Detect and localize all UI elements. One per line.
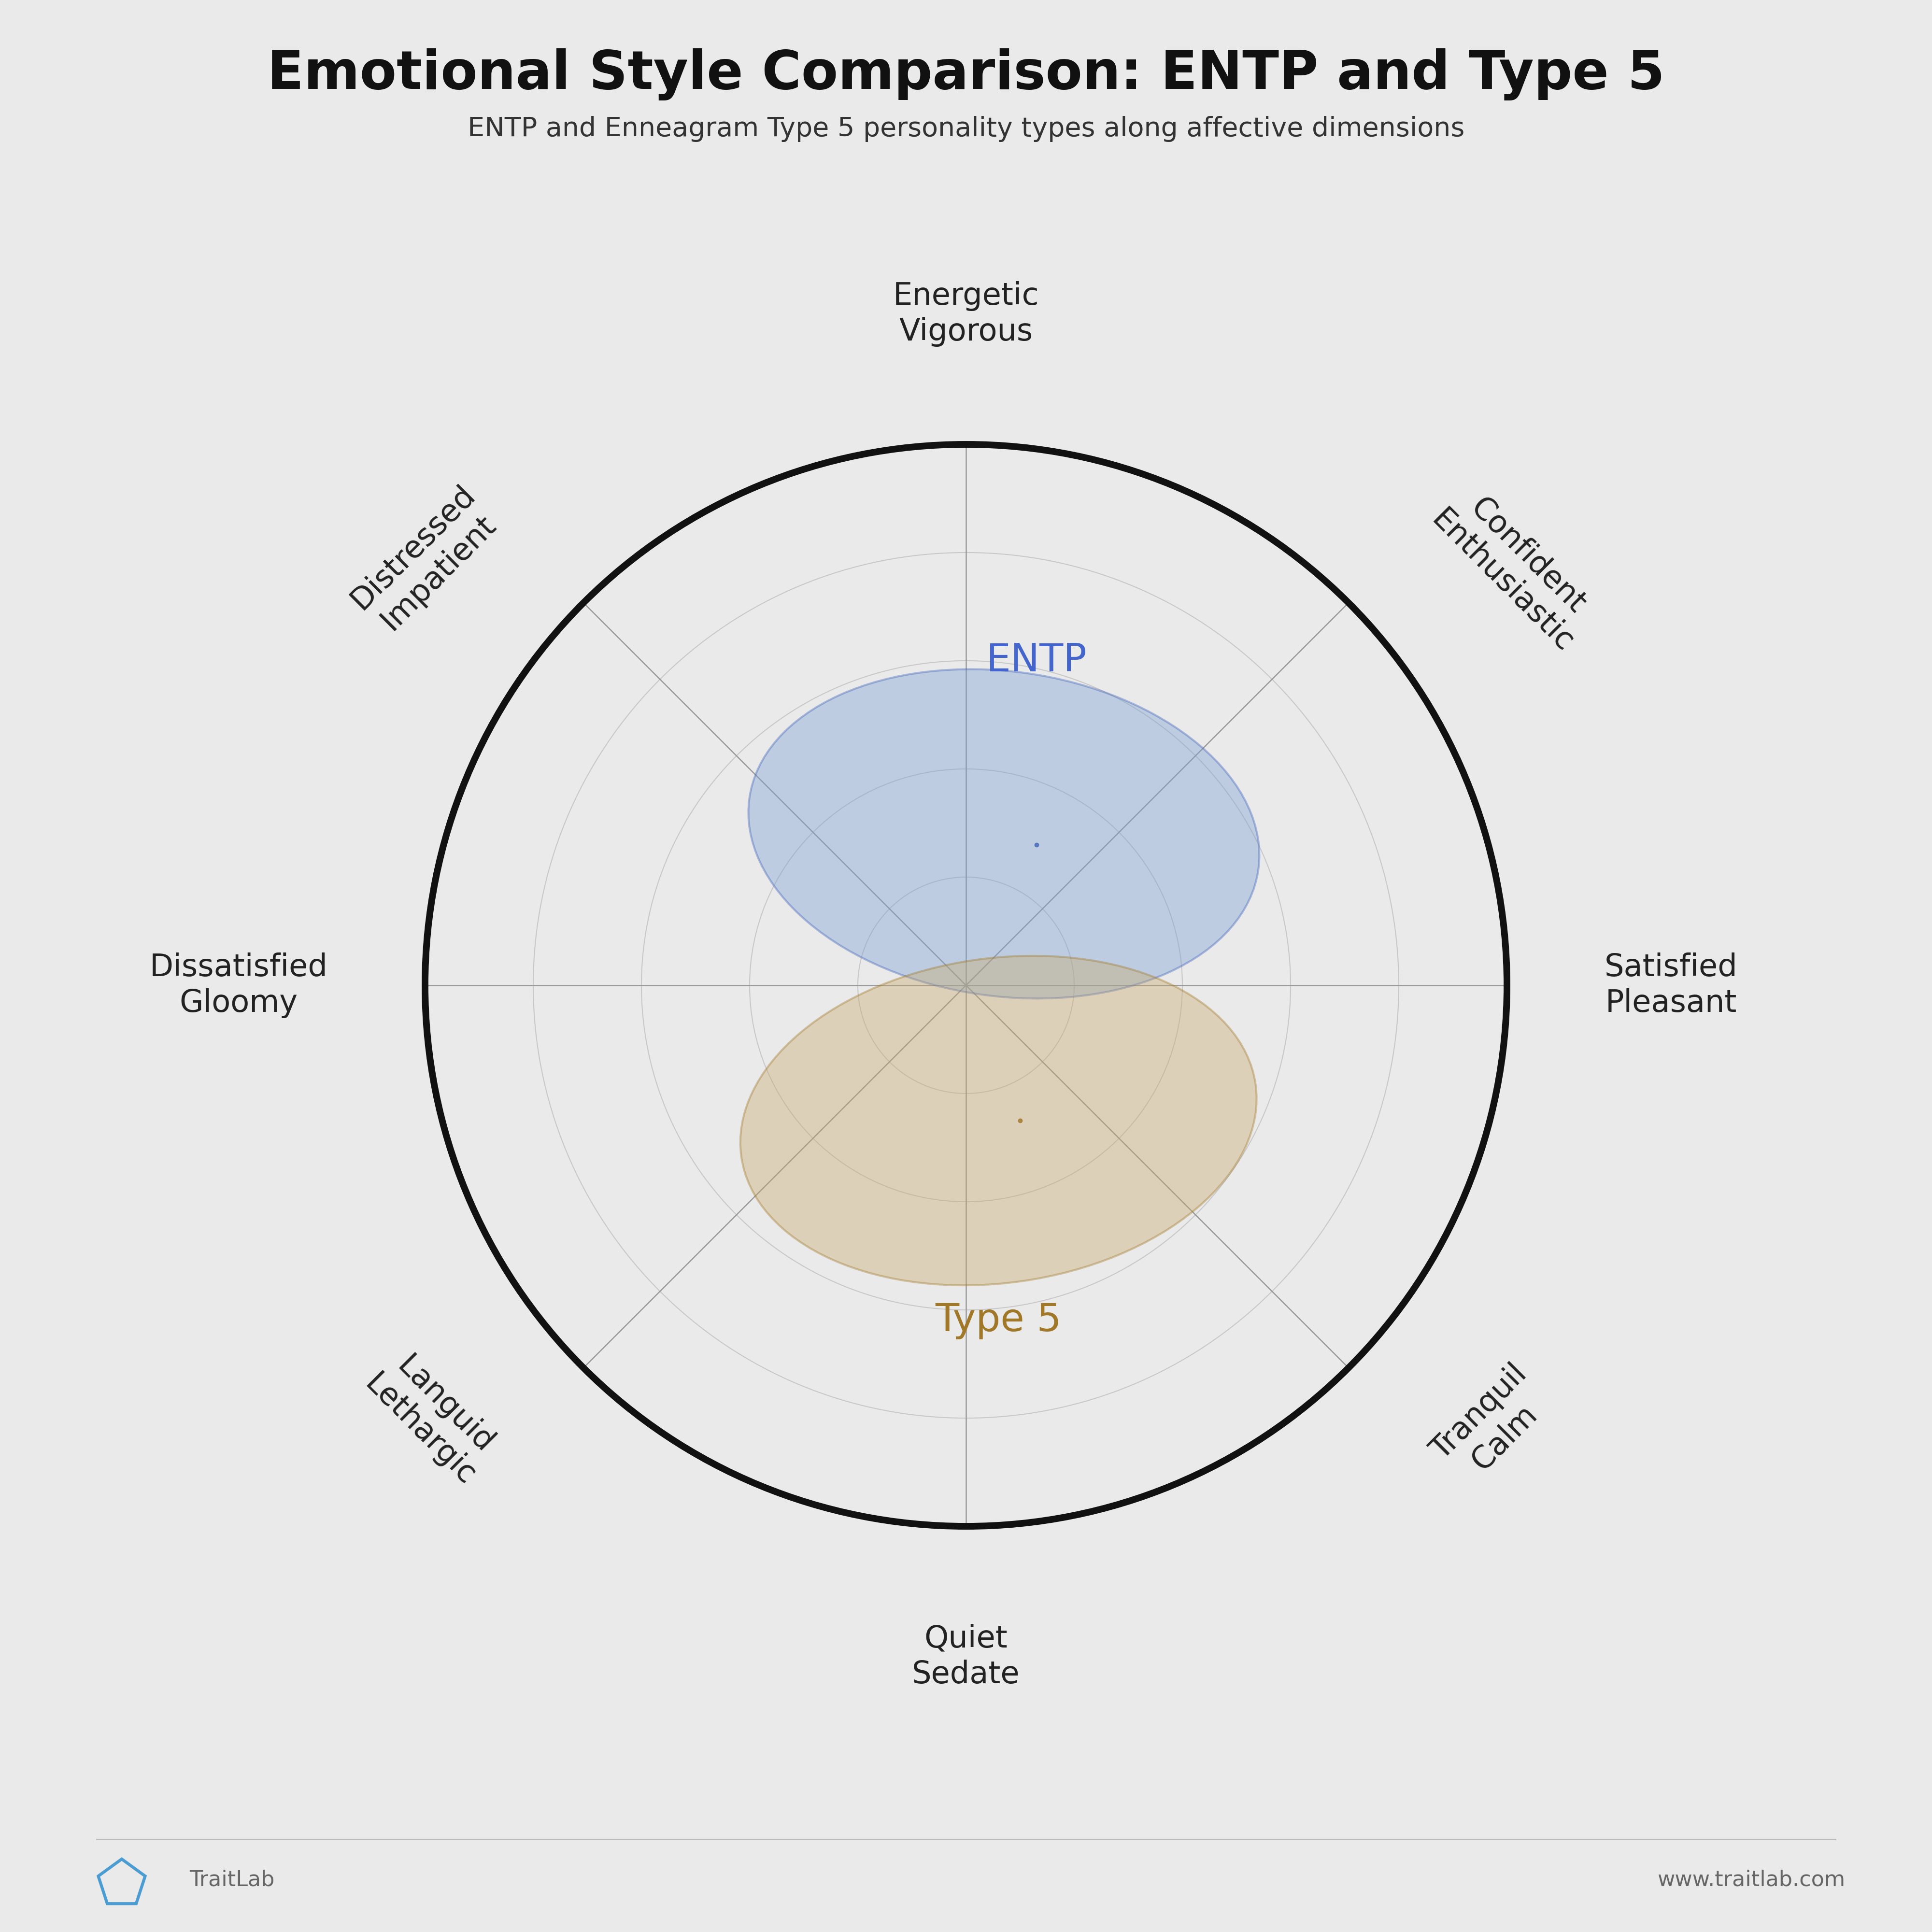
Text: Distressed
Impatient: Distressed Impatient (346, 479, 506, 639)
Text: Energetic
Vigorous: Energetic Vigorous (893, 282, 1039, 348)
Text: www.traitlab.com: www.traitlab.com (1658, 1870, 1845, 1889)
Text: Satisfied
Pleasant: Satisfied Pleasant (1604, 952, 1737, 1018)
Ellipse shape (748, 668, 1260, 999)
Text: ENTP and Enneagram Type 5 personality types along affective dimensions: ENTP and Enneagram Type 5 personality ty… (468, 116, 1464, 143)
Text: Emotional Style Comparison: ENTP and Type 5: Emotional Style Comparison: ENTP and Typ… (267, 48, 1665, 100)
Text: Dissatisfied
Gloomy: Dissatisfied Gloomy (149, 952, 328, 1018)
Ellipse shape (740, 956, 1256, 1285)
Text: Languid
Lethargic: Languid Lethargic (359, 1343, 506, 1492)
Text: Tranquil
Calm: Tranquil Calm (1426, 1358, 1557, 1492)
Text: ENTP: ENTP (985, 641, 1086, 680)
Text: Quiet
Sedate: Quiet Sedate (912, 1623, 1020, 1689)
Text: Type 5: Type 5 (935, 1302, 1063, 1339)
Text: Confident
Enthusiastic: Confident Enthusiastic (1426, 479, 1605, 659)
Text: TraitLab: TraitLab (189, 1870, 274, 1889)
